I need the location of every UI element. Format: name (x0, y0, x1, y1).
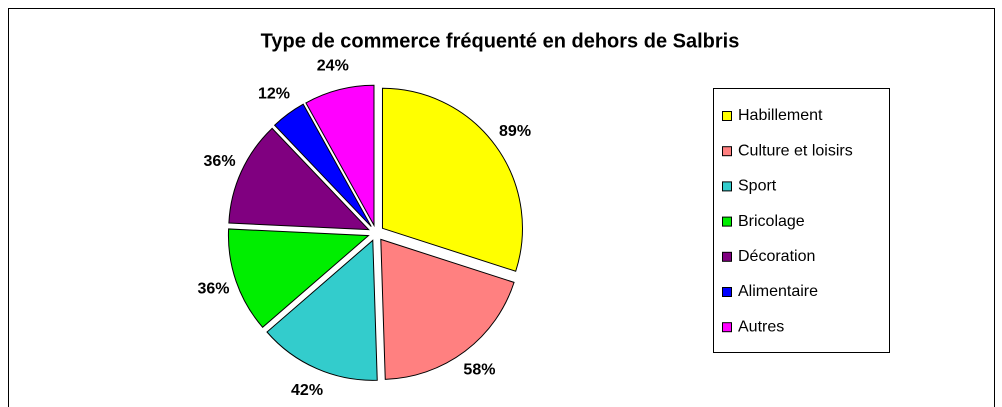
pie-slice (380, 238, 515, 380)
pie-slice (305, 84, 375, 228)
pie-slice (227, 228, 370, 329)
legend-box (713, 88, 890, 353)
legend-swatch (722, 111, 732, 121)
data-label: 42% (291, 382, 323, 399)
legend-swatch (722, 322, 732, 333)
legend-label: Bricolage (738, 213, 805, 230)
legend-label: Habillement (738, 107, 823, 124)
legend-swatch (722, 216, 732, 227)
data-label: 12% (258, 86, 290, 103)
data-label: 89% (499, 123, 531, 140)
legend-label: Culture et loisirs (738, 142, 853, 159)
legend-label: Autres (738, 318, 784, 335)
legend-label: Sport (738, 178, 777, 195)
pie-slice (381, 87, 523, 272)
pie-slice (228, 127, 370, 231)
pie-slice (266, 239, 378, 381)
data-label: 24% (317, 58, 349, 75)
legend-swatch (722, 251, 732, 262)
legend-swatch (722, 287, 732, 297)
legend-swatch (722, 146, 732, 157)
legend-label: Alimentaire (738, 283, 818, 300)
chart-title: Type de commerce fréquenté en dehors de … (261, 30, 740, 52)
data-label: 36% (197, 280, 229, 297)
data-label: 58% (463, 362, 495, 379)
data-label: 36% (204, 153, 236, 170)
pie-slice (273, 103, 372, 227)
legend-label: Décoration (738, 248, 815, 265)
legend-swatch (722, 181, 732, 192)
